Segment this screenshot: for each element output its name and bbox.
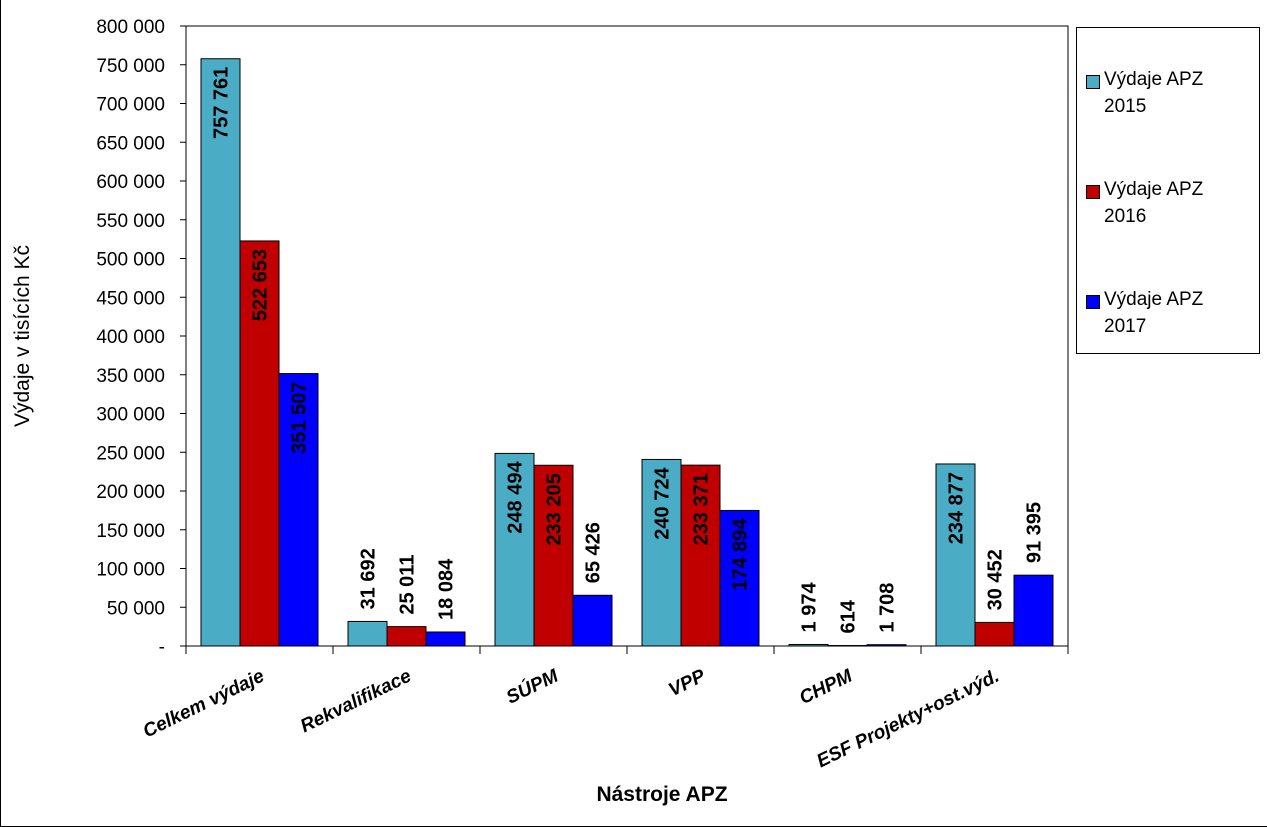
x-category-label: SÚPM xyxy=(503,664,563,708)
data-label: 18 084 xyxy=(436,558,458,620)
y-tick-label: 200 000 xyxy=(96,482,165,503)
y-tick-label: 100 000 xyxy=(96,560,165,581)
y-tick-label: 750 000 xyxy=(96,56,165,77)
legend-item-2015: Výdaje APZ 2015 xyxy=(1086,69,1256,120)
data-label: 25 011 xyxy=(397,555,419,615)
data-label: 757 761 xyxy=(211,67,233,139)
bar xyxy=(200,58,241,647)
data-label: 351 507 xyxy=(289,382,311,454)
x-category-label: VPP xyxy=(665,665,709,701)
bar xyxy=(788,643,829,647)
bar xyxy=(494,452,535,647)
y-tick-label: 600 000 xyxy=(96,172,165,193)
y-tick-label: 350 000 xyxy=(96,366,165,387)
legend: Výdaje APZ 2015 Výdaje APZ 2016 Výdaje APZ… xyxy=(1076,27,1260,354)
y-tick-label: 300 000 xyxy=(96,405,165,426)
x-category-label: Celkem výdaje xyxy=(140,665,268,742)
data-label: 234 877 xyxy=(946,472,968,544)
bar xyxy=(641,458,682,647)
data-label: 1 708 xyxy=(877,583,899,633)
legend-item-2017: Výdaje APZ 2017 xyxy=(1086,289,1256,340)
y-tick-label: 550 000 xyxy=(96,211,165,232)
legend-label-2016: Výdaje APZ 2016 xyxy=(1104,179,1204,227)
bar xyxy=(974,621,1015,647)
data-label: 30 452 xyxy=(985,549,1007,610)
y-tick-label: 650 000 xyxy=(96,133,165,154)
bar xyxy=(425,631,466,647)
y-tick-label: 400 000 xyxy=(96,327,165,348)
data-label: 233 205 xyxy=(544,473,566,545)
data-label: 240 724 xyxy=(652,467,674,540)
bar xyxy=(827,645,868,647)
y-tick-label: 700 000 xyxy=(96,95,165,116)
x-axis: Celkem výdaje Rekvalifikace SÚPM VPP CHPMESF… xyxy=(140,646,1069,772)
data-label: 31 692 xyxy=(358,548,380,609)
data-label: 1 974 xyxy=(799,582,821,633)
bar xyxy=(935,463,976,647)
bar xyxy=(1013,574,1054,647)
bar xyxy=(866,644,907,647)
data-label: 91 395 xyxy=(1024,502,1046,563)
data-label: 65 426 xyxy=(583,522,605,583)
legend-item-2016: Výdaje APZ 2016 xyxy=(1086,179,1256,230)
bar xyxy=(533,464,574,647)
data-label: 233 371 xyxy=(691,473,713,545)
x-category-label: Rekvalifikace xyxy=(297,665,415,737)
data-label: 522 653 xyxy=(250,249,272,321)
bar xyxy=(278,373,319,647)
y-tick-label: 450 000 xyxy=(96,288,165,309)
y-tick-label: - xyxy=(159,637,165,658)
bar xyxy=(680,464,721,647)
legend-label-2015: Výdaje APZ 2015 xyxy=(1104,69,1204,117)
bar xyxy=(239,240,280,647)
legend-label-2017: Výdaje APZ 2017 xyxy=(1104,289,1204,337)
data-label: 174 894 xyxy=(730,518,752,591)
legend-swatch-2015 xyxy=(1086,75,1100,89)
data-label: 248 494 xyxy=(505,461,527,534)
x-axis-title: Nástroje APZ xyxy=(596,783,727,806)
y-tick-label: 150 000 xyxy=(96,521,165,542)
bar xyxy=(572,594,613,647)
y-tick-label: 50 000 xyxy=(107,598,165,619)
legend-swatch-2016 xyxy=(1086,185,1100,199)
legend-swatch-2017 xyxy=(1086,295,1100,309)
bars xyxy=(200,58,1054,647)
x-category-label: CHPM xyxy=(796,665,857,709)
bar xyxy=(347,620,388,647)
y-axis-title: Výdaje v tisících Kč xyxy=(11,245,34,427)
bar xyxy=(386,626,427,647)
data-label: 614 xyxy=(838,599,860,633)
y-tick-label: 500 000 xyxy=(96,250,165,271)
data-labels: 757 761 522 653 351 507 31 692 25 011 18 084 2… xyxy=(211,67,1046,634)
y-axis: - 50 000 100 000 150 000 200 000 250 000 300 0… xyxy=(96,17,186,658)
y-tick-label: 800 000 xyxy=(96,17,165,38)
y-tick-label: 250 000 xyxy=(96,443,165,464)
bar xyxy=(719,509,760,647)
